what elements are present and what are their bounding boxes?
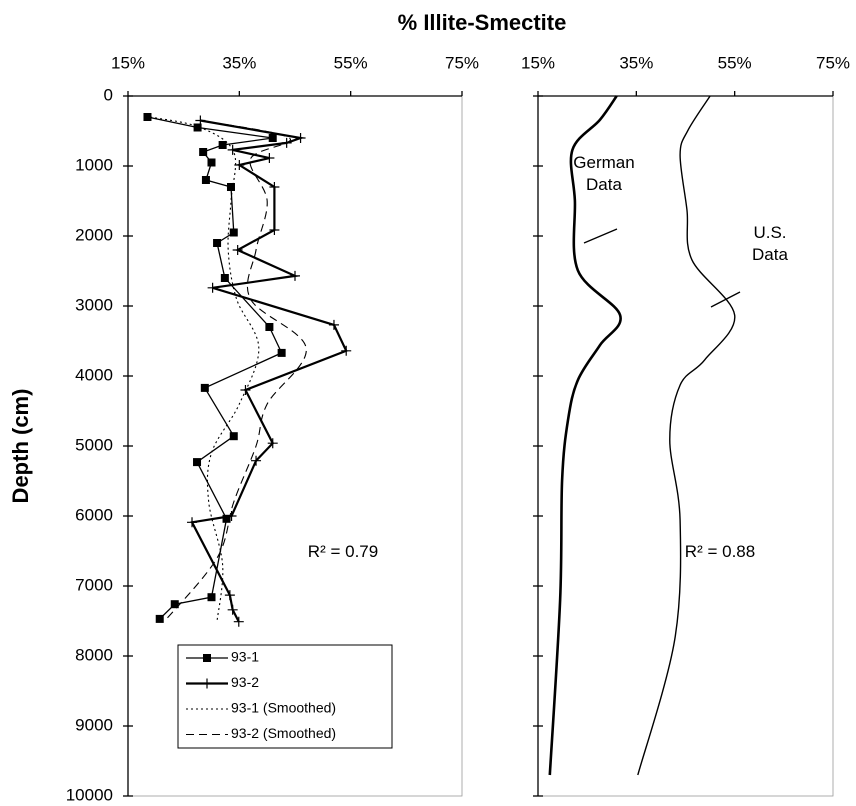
legend-label: 93-1 <box>231 649 259 665</box>
data-line <box>150 116 260 622</box>
x-tick-label: 75% <box>445 53 479 72</box>
legend-marker <box>203 654 211 662</box>
marker <box>201 176 210 184</box>
leader-line <box>583 228 618 244</box>
marker <box>220 274 229 282</box>
marker <box>226 511 237 521</box>
marker <box>267 438 278 449</box>
legend-label: 93-2 <box>231 674 259 690</box>
marker <box>207 158 216 167</box>
x-tick-label: 15% <box>521 53 555 72</box>
marker <box>227 604 238 615</box>
y-tick-label: 2000 <box>75 225 113 244</box>
marker <box>269 224 280 235</box>
marker <box>229 228 238 237</box>
annotation: R² = 0.79 <box>307 542 379 561</box>
marker <box>233 616 244 627</box>
marker <box>229 432 238 441</box>
marker <box>187 517 198 528</box>
data-line <box>637 95 736 776</box>
y-tick-label: 6000 <box>75 505 113 524</box>
marker <box>234 160 245 171</box>
legend-label: 93-1 (Smoothed) <box>231 700 336 716</box>
legend-box <box>177 644 393 749</box>
x-tick-label: 75% <box>816 53 850 72</box>
y-tick-label: 3000 <box>75 295 113 314</box>
y-tick-label: 5000 <box>75 435 113 454</box>
y-axis-label: Depth (cm) <box>8 389 33 504</box>
x-tick-label: 55% <box>334 53 368 72</box>
y-tick-label: 1000 <box>75 155 113 174</box>
annotation: German Data <box>573 153 635 194</box>
marker <box>251 455 262 466</box>
legend-label: 93-2 (Smoothed) <box>231 725 336 741</box>
x-tick-label: 35% <box>619 53 653 72</box>
marker <box>226 183 235 191</box>
x-tick-label: 15% <box>111 53 145 72</box>
data-line <box>147 116 283 620</box>
marker <box>232 245 243 255</box>
x-tick-label: 35% <box>222 53 256 72</box>
y-tick-label: 4000 <box>75 365 113 384</box>
marker <box>269 182 280 192</box>
marker <box>265 323 274 331</box>
annotation: R² = 0.88 <box>684 542 756 561</box>
y-tick-label: 9000 <box>75 715 113 734</box>
marker <box>200 383 209 392</box>
marker <box>341 345 352 356</box>
marker <box>207 593 216 602</box>
marker <box>155 614 164 623</box>
y-tick-label: 10000 <box>66 785 113 804</box>
marker <box>295 133 306 143</box>
marker <box>264 153 275 164</box>
marker <box>143 113 152 121</box>
marker <box>222 514 231 523</box>
marker <box>224 590 235 601</box>
marker <box>193 458 202 467</box>
chart-title: % Illite-Smectite <box>398 10 567 35</box>
marker <box>218 141 227 149</box>
data-line <box>548 95 622 776</box>
marker <box>277 348 286 357</box>
annotation: U.S. Data <box>752 223 788 264</box>
marker <box>193 123 202 132</box>
y-tick-label: 8000 <box>75 645 113 664</box>
marker <box>268 134 277 142</box>
marker <box>328 319 339 330</box>
y-tick-label: 0 <box>104 85 113 104</box>
marker <box>170 600 179 609</box>
legend-marker <box>202 678 212 689</box>
legend: 93-1 93-2 93-1 (Smoothed) 93-2 (Smoothed) <box>177 644 393 749</box>
marker <box>213 239 222 247</box>
marker <box>207 282 218 293</box>
marker <box>199 148 208 156</box>
y-tick-label: 7000 <box>75 575 113 594</box>
x-tick-label: 55% <box>718 53 752 72</box>
marker <box>290 270 300 281</box>
